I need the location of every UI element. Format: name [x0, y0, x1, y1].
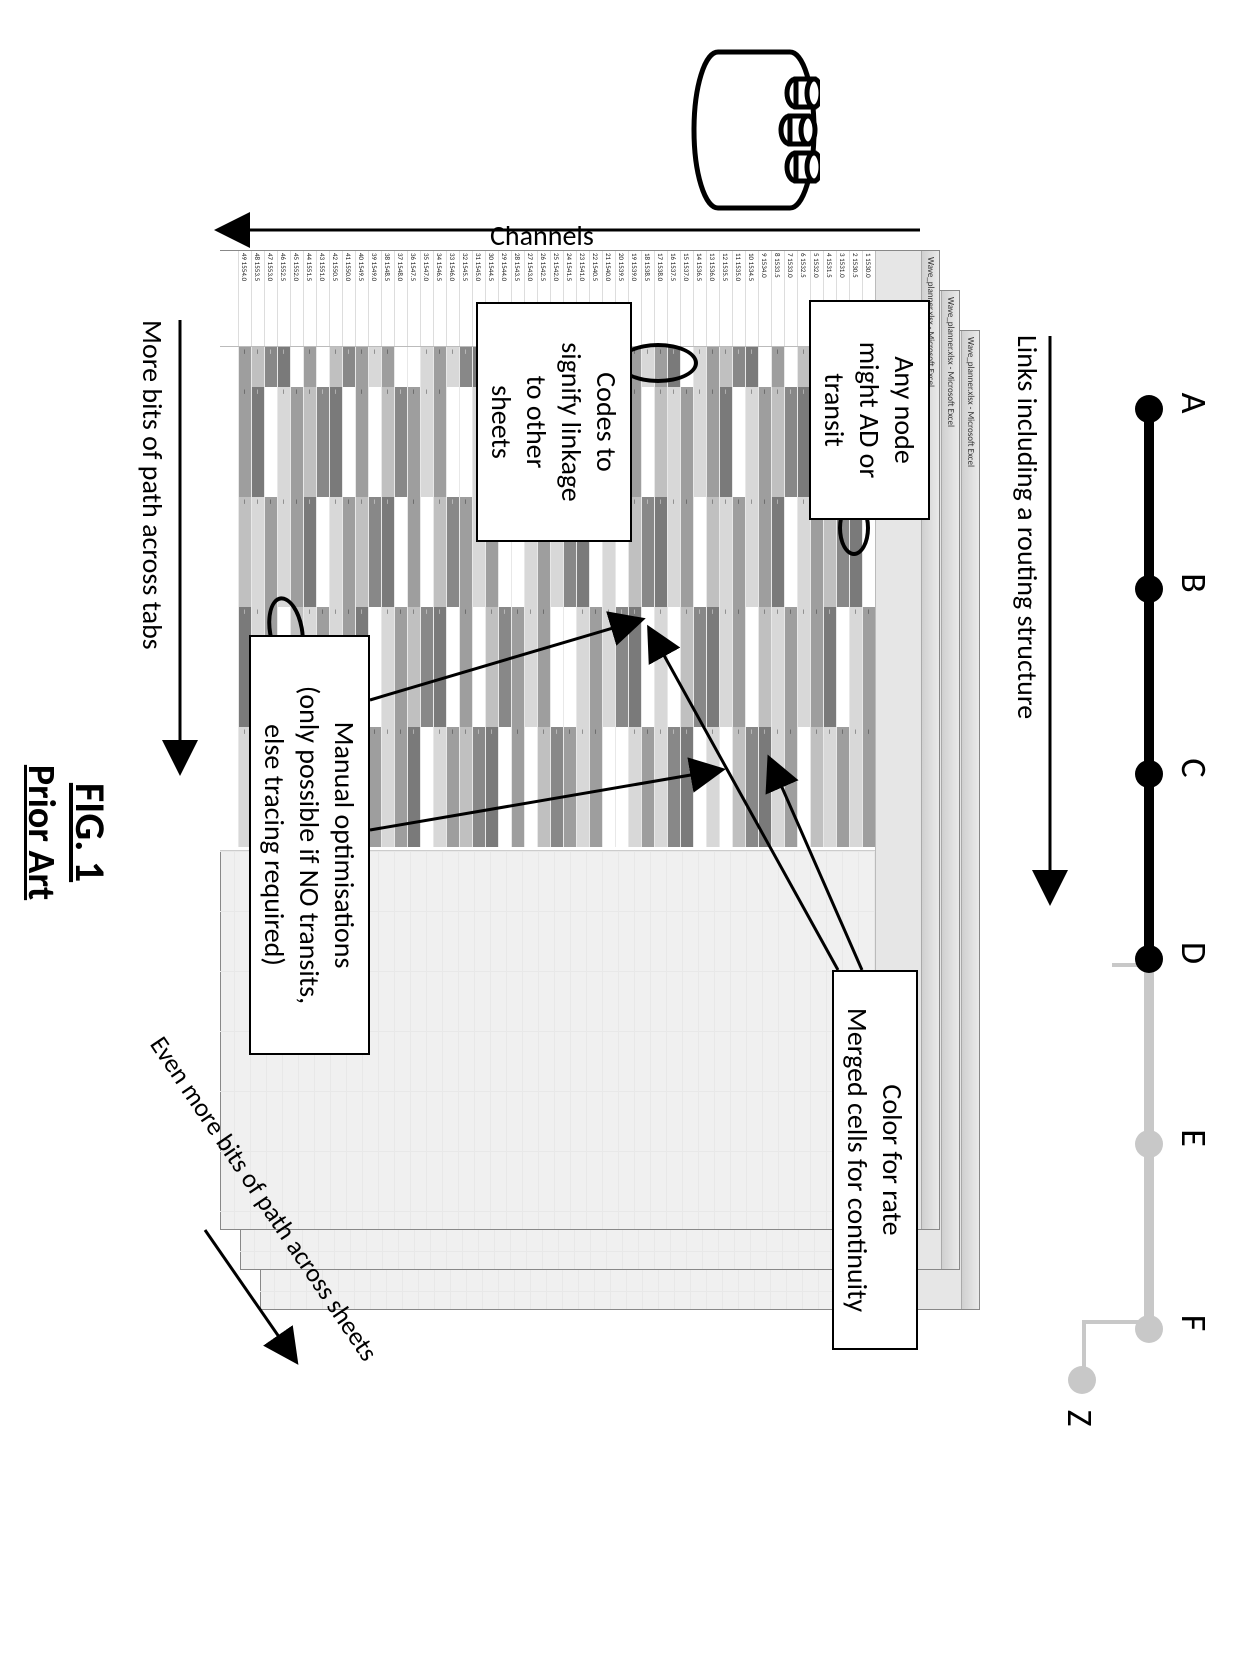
- node-label-C: C: [1172, 748, 1216, 788]
- node-label-F: F: [1172, 1303, 1216, 1343]
- node-label-B: B: [1172, 563, 1216, 603]
- node-C: [1135, 760, 1163, 788]
- tabs-axis-label: More bits of path across tabs: [135, 320, 170, 650]
- callout-codes: Codes tosignify linkageto othersheets: [476, 302, 632, 542]
- node-graph: A B C D E F Z: [1070, 370, 1210, 1570]
- link-E-F: [1144, 1134, 1154, 1319]
- node-label-D: D: [1172, 933, 1216, 973]
- node-F: [1135, 1315, 1163, 1343]
- callout-color-rate: Color for rateMerged cells for continuit…: [832, 970, 918, 1350]
- link-F-Z-v: [1082, 1320, 1144, 1324]
- link-F-Z-h: [1082, 1320, 1086, 1368]
- link-B-C: [1144, 579, 1154, 764]
- node-label-E: E: [1172, 1118, 1216, 1158]
- callout-manual-opt: Manual optimisations(only possible if NO…: [249, 635, 370, 1055]
- figure-caption: FIG. 1 Prior Art: [18, 0, 115, 1665]
- link-C-D: [1144, 764, 1154, 949]
- link-D-E: [1144, 949, 1154, 1134]
- node-label-A: A: [1172, 383, 1216, 423]
- links-axis-label: Links including a routing structure: [1010, 335, 1045, 915]
- node-Z: [1068, 1366, 1096, 1394]
- diagram-root: A B C D E F Z Links including a routing …: [0, 0, 1240, 1665]
- node-D: [1135, 945, 1163, 973]
- link-A-B: [1144, 409, 1154, 579]
- node-E: [1135, 1130, 1163, 1158]
- fig-prior-art: Prior Art: [18, 0, 64, 1665]
- callout-any-node: Any nodemight AD ortransit: [809, 300, 930, 520]
- node-label-Z: Z: [1058, 1398, 1102, 1438]
- channels-axis-label: Channels: [490, 218, 594, 253]
- sheet2-titlebar: Wave_planner.xlsx - Microsoft Excel: [941, 291, 959, 1269]
- node-B: [1135, 575, 1163, 603]
- database-icon: [680, 45, 820, 215]
- node-A: [1135, 395, 1163, 423]
- sheet3-titlebar: Wave_planner.xlsx - Microsoft Excel: [961, 331, 979, 1309]
- fig-number: FIG. 1: [64, 0, 115, 1665]
